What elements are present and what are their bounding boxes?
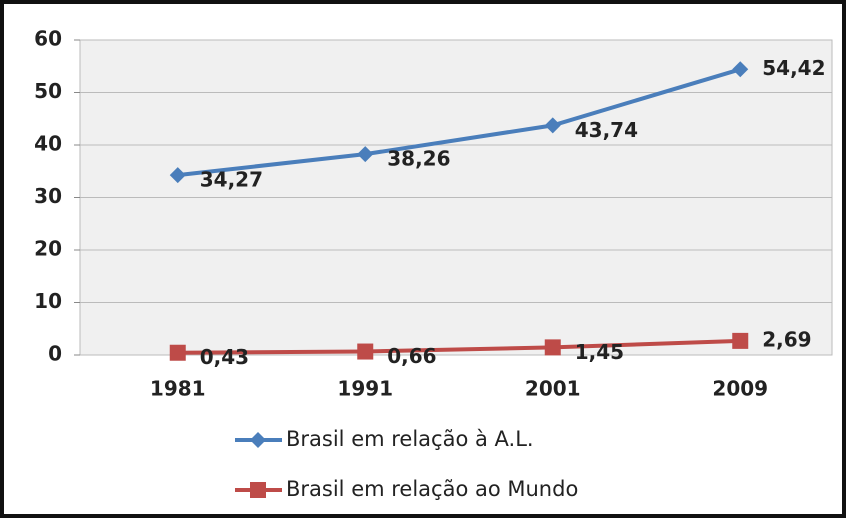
x-tick-label: 2009 [712,377,768,401]
data-label: 43,74 [575,118,638,142]
y-tick-label: 10 [34,289,62,313]
y-tick-label: 40 [34,132,62,156]
point [544,117,561,134]
x-tick-label: 1981 [150,377,206,401]
legend-label: Brasil em relação ao Mundo [286,477,578,501]
x-tick-label: 2001 [525,377,581,401]
y-tick-label: 20 [34,237,62,261]
data-label: 54,42 [762,56,825,80]
point [357,146,374,163]
series-line [177,338,741,355]
point [732,332,749,349]
y-tick-label: 0 [48,342,62,366]
point [169,167,186,184]
y-tick-label: 30 [34,184,62,208]
y-tick-label: 50 [34,79,62,103]
data-label: 38,26 [387,147,450,171]
point [169,344,186,361]
data-label: 1,45 [575,340,624,364]
data-label: 34,27 [200,168,263,192]
series-line [177,67,741,178]
data-label: 0,43 [200,345,249,369]
point [544,339,561,356]
legend-marker [250,482,266,498]
x-tick-label: 1991 [337,377,393,401]
y-tick-label: 60 [34,27,62,51]
point [357,343,374,360]
legend-marker [250,432,266,448]
legend-label: Brasil em relação à A.L. [286,427,534,451]
point [732,61,749,78]
data-label: 2,69 [762,327,811,351]
data-label: 0,66 [387,344,436,368]
